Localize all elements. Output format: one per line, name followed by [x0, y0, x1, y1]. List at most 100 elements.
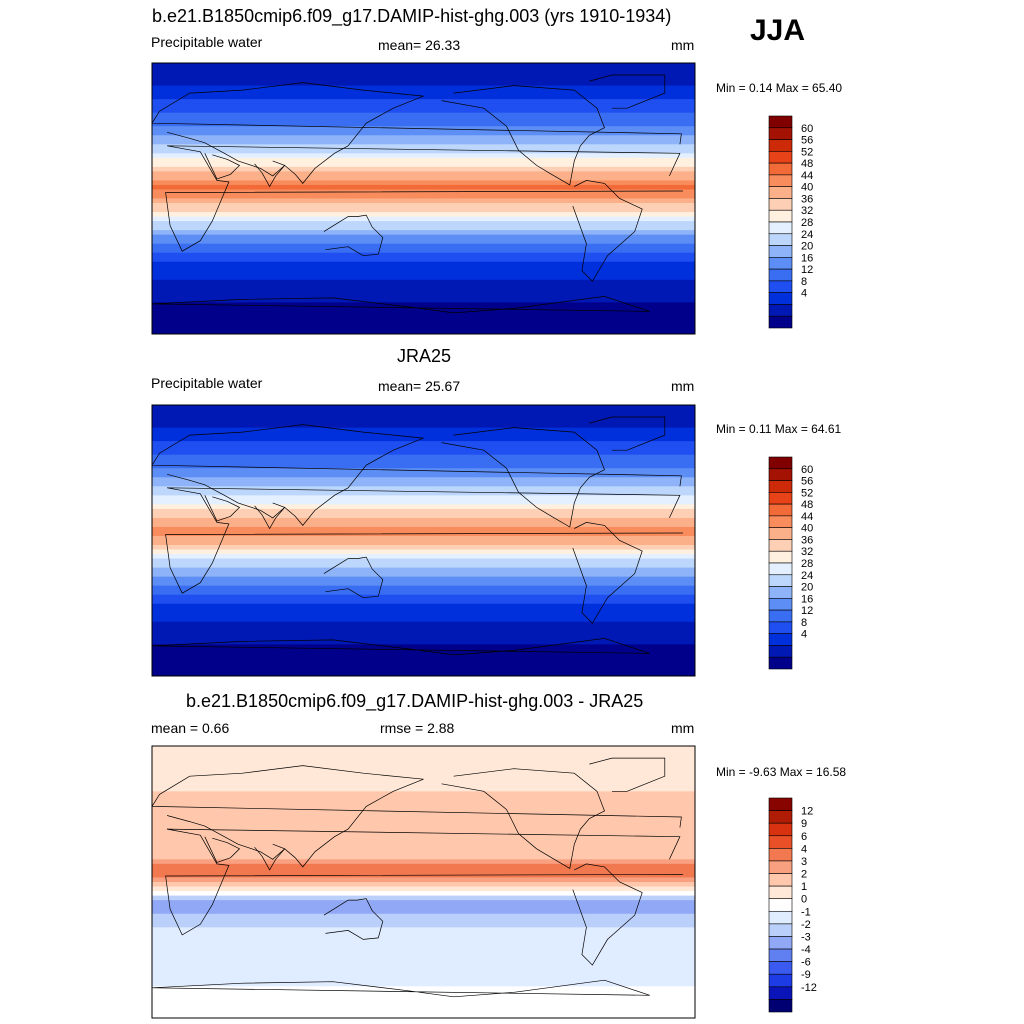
colorbar-swatch	[768, 245, 793, 258]
map-latitude-band	[152, 81, 695, 87]
colorbar-tick-label: 12	[801, 605, 813, 617]
map-latitude-band	[152, 986, 695, 992]
map-latitude-band	[152, 297, 695, 303]
colorbar-tick-label: 9	[801, 818, 807, 830]
map-latitude-band	[152, 329, 695, 334]
map-latitude-band	[152, 612, 695, 618]
map-latitude-band	[152, 635, 695, 641]
map-latitude-band	[152, 162, 695, 168]
map-latitude-band	[152, 432, 695, 438]
coastline	[572, 522, 643, 624]
coastline	[204, 495, 241, 522]
colorbar-swatch	[768, 115, 793, 129]
map-latitude-band	[152, 243, 695, 249]
colorbar-tick-label: 1	[801, 881, 807, 893]
map-latitude-band	[152, 850, 695, 856]
coastline	[694, 464, 695, 466]
colorbar-tick-label: 60	[801, 123, 813, 135]
coastline	[165, 145, 683, 252]
map-latitude-band	[152, 999, 695, 1005]
coastline	[30, 864, 99, 965]
panel-3-units-label: mm	[671, 720, 695, 736]
colorbar-swatch	[768, 873, 793, 887]
map-latitude-band	[152, 882, 695, 888]
map-latitude-band	[152, 414, 695, 420]
map-latitude-band	[152, 67, 695, 73]
map-latitude-band	[152, 193, 695, 200]
colorbar-swatch	[768, 492, 793, 505]
colorbar-swatch	[768, 480, 793, 493]
season-label: JJA	[750, 14, 806, 47]
coastline	[694, 805, 695, 807]
colorbar-swatch	[768, 139, 793, 152]
colorbar-tick-label: 6	[801, 831, 807, 843]
coastline	[0, 638, 107, 655]
coastline	[572, 863, 643, 966]
coastline	[323, 214, 384, 257]
map-latitude-band	[152, 657, 695, 664]
colorbar-tick-label: 56	[801, 135, 813, 147]
map-latitude-band	[152, 877, 695, 883]
colorbar-swatch	[768, 961, 793, 975]
map-latitude-band	[152, 585, 695, 591]
coastline	[441, 768, 605, 869]
map-latitude-band	[152, 886, 695, 892]
map-latitude-band	[152, 563, 695, 569]
coastline	[694, 645, 695, 647]
map-latitude-band	[152, 459, 695, 465]
map-latitude-band	[152, 252, 695, 258]
map-latitude-band	[152, 594, 695, 600]
colorbar-tick-label: 12	[801, 806, 813, 818]
coastline	[867, 899, 926, 940]
map-latitude-band	[152, 526, 695, 533]
colorbar-tick-label: 32	[801, 205, 813, 217]
colorbar-tick-label: 24	[801, 229, 813, 241]
map-latitude-band	[152, 648, 695, 655]
colorbar-tick-label: 48	[801, 158, 813, 170]
colorbar-swatch	[768, 586, 793, 599]
map-latitude-band	[152, 968, 695, 974]
coastline	[165, 487, 683, 594]
colorbar-tick-label: 40	[801, 182, 813, 194]
colorbar-swatch	[768, 468, 793, 481]
colorbar-tick-label: 2	[801, 869, 807, 881]
colorbar-tick-label: 4	[801, 843, 807, 855]
map-latitude-band	[152, 1013, 695, 1018]
map-latitude-band	[152, 445, 695, 451]
map-latitude-band	[152, 653, 695, 659]
map-latitude-band	[152, 909, 695, 915]
map-latitude-band	[152, 918, 695, 924]
panel-1-units-label: mm	[671, 37, 695, 53]
colorbar-swatch	[768, 292, 793, 305]
map-latitude-band	[152, 499, 695, 505]
map-latitude-band	[152, 814, 695, 820]
map-latitude-band	[152, 306, 695, 313]
colorbar-swatch	[768, 656, 793, 670]
coastline	[694, 987, 695, 989]
colorbar-swatch	[768, 162, 793, 176]
map-latitude-band	[152, 1008, 695, 1015]
coastline	[589, 74, 666, 109]
colorbar-tick-label: 48	[801, 499, 813, 511]
colorbar-tick-label: 44	[801, 170, 813, 182]
map-latitude-band	[152, 746, 695, 752]
coastline	[0, 425, 138, 526]
map-latitude-band	[152, 486, 695, 492]
coastline	[867, 557, 926, 598]
map-latitude-band	[152, 972, 695, 978]
colorbar-swatch	[768, 257, 793, 270]
map-latitude-band	[152, 405, 695, 411]
panel-2-mean-label: mean= 25.67	[378, 378, 461, 394]
panel-1-mean-label: mean= 26.33	[378, 37, 461, 53]
panel-1-title: b.e21.B1850cmip6.f09_g17.DAMIP-hist-ghg.…	[152, 6, 672, 26]
coastline	[152, 979, 650, 998]
map-latitude-band	[152, 221, 695, 227]
coastline	[709, 488, 1024, 593]
map-latitude-band	[152, 922, 695, 928]
map-latitude-band	[152, 868, 695, 874]
map-latitude-band	[152, 786, 695, 792]
map-latitude-band	[152, 207, 695, 213]
map-latitude-band	[152, 257, 695, 263]
map-latitude-band	[152, 913, 695, 919]
map-latitude-band	[152, 76, 695, 82]
